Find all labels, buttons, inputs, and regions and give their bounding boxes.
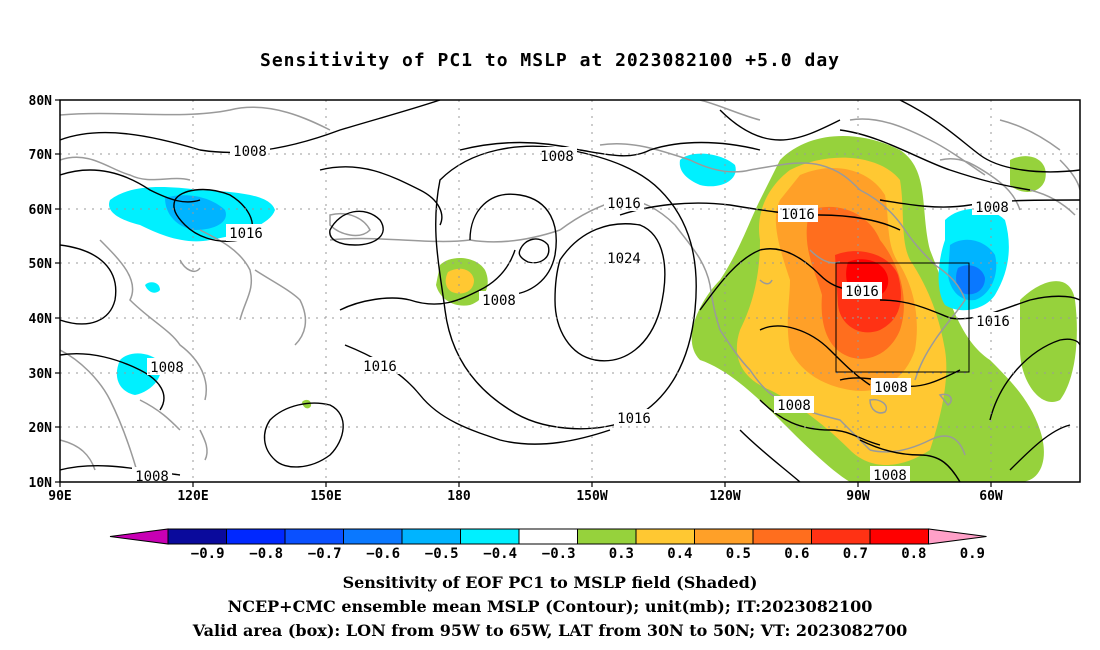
contour-label: 1016	[976, 314, 1010, 330]
colorbar-swatch	[226, 528, 286, 545]
contour-label: 1008	[482, 293, 516, 309]
lat-label: 30N	[29, 367, 53, 382]
valid-area-box	[835, 262, 970, 373]
lon-label: 150W	[576, 489, 607, 504]
colorbar-swatch	[401, 528, 461, 545]
map-frame	[59, 99, 1081, 483]
contour-label: 1008	[873, 468, 907, 484]
contour-label: 1008	[975, 200, 1009, 216]
contour-label: 1008	[150, 360, 184, 376]
lon-label: 120E	[177, 489, 208, 504]
colorbar-label: 0.5	[726, 546, 751, 562]
lat-label: 70N	[29, 148, 53, 163]
shade-green-east-edge	[1020, 281, 1077, 402]
colorbar-under-triangle	[109, 528, 169, 545]
colorbar-swatch	[167, 528, 227, 545]
shade-blue-east	[956, 265, 985, 295]
colorbar-label: −0.8	[249, 546, 283, 562]
caption-line-1: Sensitivity of EOF PC1 to MSLP field (Sh…	[342, 573, 758, 592]
colorbar-swatch	[752, 528, 812, 545]
colorbar-label: 0.8	[901, 546, 926, 562]
contour-label: 1008	[777, 398, 811, 414]
lat-label: 20N	[29, 421, 53, 436]
colorbar-label: −0.4	[483, 546, 517, 562]
contour-label: 1008	[135, 469, 169, 485]
shade-green-ne	[1010, 156, 1046, 192]
shade-cyan-alaska	[679, 153, 736, 187]
contour-label: 1016	[229, 226, 263, 242]
contour-label: 1016	[845, 284, 879, 300]
contour-label: 1016	[607, 196, 641, 212]
contour-label: 1016	[781, 207, 815, 223]
shade-cyan-small	[145, 282, 160, 293]
lat-label: 10N	[29, 476, 53, 491]
colorbar-swatch	[460, 528, 520, 545]
contour-label: 1008	[540, 149, 574, 165]
isobars	[60, 100, 1080, 482]
lon-label: 150E	[310, 489, 341, 504]
map-area: 1008 1016 1008 1008 1008 1016 1008 1016 …	[60, 100, 1080, 485]
lat-label: 40N	[29, 312, 53, 327]
caption-line-2: NCEP+CMC ensemble mean MSLP (Contour); u…	[227, 597, 873, 616]
lon-label: 90E	[48, 489, 71, 504]
contour-label: 1016	[363, 359, 397, 375]
contour-label: 1008	[233, 144, 267, 160]
colorbar-swatch	[518, 528, 578, 545]
shade-yellow-dateline	[445, 268, 474, 294]
colorbar: −0.9 −0.8 −0.7 −0.6 −0.5 −0.4 −0.3 0.3 0.4 0.5 0.6…	[109, 528, 987, 562]
map-title: Sensitivity of PC1 to MSLP at 2023082100…	[259, 50, 840, 71]
colorbar-label: −0.9	[191, 546, 225, 562]
lat-label: 80N	[29, 94, 53, 109]
colorbar-swatch	[343, 528, 403, 545]
colorbar-swatch	[635, 528, 695, 545]
coastlines	[60, 100, 1080, 482]
lon-label: 180	[447, 489, 471, 504]
lon-label: 120W	[709, 489, 740, 504]
colorbar-swatch	[811, 528, 871, 545]
caption-line-3: Valid area (box): LON from 95W to 65W, L…	[192, 621, 908, 640]
colorbar-label: −0.3	[542, 546, 576, 562]
lat-axis: 80N 70N 60N 50N 40N 30N 20N 10N	[29, 94, 60, 491]
contour-label: 1016	[617, 411, 651, 427]
contour-labels: 1008 1016 1008 1008 1008 1016 1008 1016 …	[132, 142, 1013, 485]
lat-label: 50N	[29, 257, 53, 272]
colorbar-label: 0.7	[843, 546, 868, 562]
colorbar-swatch	[694, 528, 754, 545]
contour-label: 1024	[607, 251, 641, 267]
colorbar-label: 0.9	[960, 546, 985, 562]
lon-axis: 90E 120E 150E 180 150W 120W 90W 60W	[48, 482, 1003, 504]
colorbar-label: −0.7	[308, 546, 342, 562]
shade-ltblue-asia	[165, 195, 226, 230]
colorbar-label: 0.4	[667, 546, 692, 562]
colorbar-label: 0.6	[784, 546, 809, 562]
colorbar-label: 0.3	[609, 546, 634, 562]
colorbar-label: −0.6	[366, 546, 400, 562]
colorbar-swatch	[284, 528, 344, 545]
lon-label: 60W	[979, 489, 1003, 504]
colorbar-over-triangle	[928, 528, 987, 545]
contour-label: 1008	[874, 380, 908, 396]
colorbar-swatch	[869, 528, 929, 545]
lon-label: 90W	[846, 489, 870, 504]
colorbar-label: −0.5	[425, 546, 459, 562]
lat-label: 60N	[29, 203, 53, 218]
colorbar-swatch	[577, 528, 637, 545]
